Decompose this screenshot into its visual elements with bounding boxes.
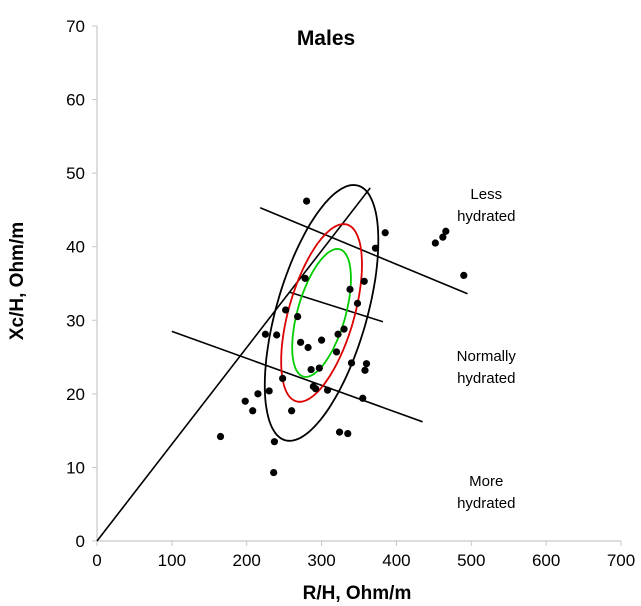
data-point	[371, 244, 380, 252]
zone-annotation: More hydrated	[457, 473, 515, 512]
data-point	[303, 197, 311, 205]
data-point	[439, 233, 447, 241]
data-point	[282, 306, 290, 314]
data-points	[216, 197, 468, 477]
data-point	[307, 365, 315, 374]
x-tick-label: 400	[382, 551, 410, 570]
zone-annotation-line: hydrated	[457, 208, 515, 225]
data-point	[362, 360, 371, 368]
y-tick-label: 20	[66, 385, 85, 404]
data-point	[241, 397, 249, 405]
x-tick-label: 300	[307, 551, 335, 570]
zone-annotations: Less hydrated Normally hydrated More hydrated	[457, 186, 517, 512]
x-tick-label: 200	[233, 551, 261, 570]
y-tick-label: 60	[66, 91, 85, 110]
data-point	[301, 274, 309, 282]
x-axis-title: R/H, Ohm/m	[303, 583, 412, 604]
data-point	[304, 343, 312, 352]
y-axis-title: Xc/H, Ohm/m	[7, 222, 28, 340]
data-point	[335, 428, 344, 436]
data-point	[216, 432, 225, 441]
data-point	[431, 239, 439, 247]
data-point	[442, 227, 450, 235]
data-point	[279, 374, 287, 383]
zone-annotation-line: Normally	[457, 348, 517, 365]
data-point	[332, 348, 341, 356]
tolerance-ellipse-95pct	[263, 184, 380, 442]
data-point	[315, 364, 323, 372]
tolerance-ellipse-75pct	[280, 223, 363, 403]
data-point	[340, 325, 348, 333]
data-point	[323, 386, 332, 394]
tolerance-ellipses	[263, 184, 380, 442]
data-point	[254, 390, 262, 398]
data-point	[359, 394, 367, 402]
data-point	[344, 429, 352, 438]
x-tick-label: 100	[158, 551, 186, 570]
data-point	[265, 387, 273, 395]
data-point	[288, 407, 296, 415]
data-point	[270, 468, 278, 477]
reference-line	[259, 206, 468, 295]
y-tick-label: 70	[66, 17, 85, 36]
data-point	[270, 438, 279, 446]
x-tick-label: 500	[457, 551, 485, 570]
chart-title: Males	[297, 27, 355, 50]
zone-annotation-line: hydrated	[457, 370, 515, 387]
data-point	[311, 385, 320, 393]
axes: 0 100 200 300 400 500 600 700 0 10 20 30 40 50 60 70	[66, 17, 635, 570]
x-tick-label: 700	[607, 551, 635, 570]
zone-annotation: Less hydrated	[457, 186, 515, 225]
tolerance-ellipse-50pct	[291, 247, 352, 378]
data-point	[353, 299, 362, 307]
data-point	[381, 229, 389, 237]
data-point	[346, 285, 354, 293]
zone-annotation-line: hydrated	[457, 495, 515, 512]
data-point	[297, 338, 305, 346]
data-point	[360, 277, 368, 285]
data-point	[347, 359, 356, 367]
data-point	[261, 330, 270, 338]
reference-lines	[96, 187, 468, 542]
zone-annotation: Normally hydrated	[457, 348, 517, 387]
reference-line	[96, 187, 371, 542]
data-point	[334, 330, 342, 338]
data-point	[273, 331, 281, 339]
data-point	[317, 336, 326, 344]
y-tick-label: 50	[66, 164, 85, 183]
zone-annotation-line: Less	[470, 186, 502, 203]
y-tick-label: 40	[66, 238, 85, 257]
data-point	[294, 313, 302, 321]
data-point	[460, 271, 468, 280]
x-tick-label: 0	[92, 551, 101, 570]
y-tick-label: 0	[76, 532, 85, 551]
y-tick-label: 30	[66, 311, 85, 330]
zone-annotation-line: More	[469, 473, 503, 490]
x-tick-label: 600	[532, 551, 560, 570]
reference-line	[171, 330, 423, 423]
data-point	[361, 366, 369, 374]
data-point	[249, 407, 257, 415]
y-tick-label: 10	[66, 458, 85, 477]
